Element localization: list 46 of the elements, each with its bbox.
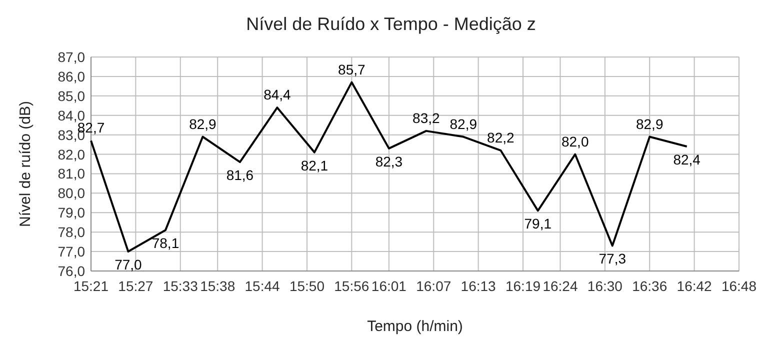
text: 84,4: [264, 86, 291, 103]
text: 78,1: [152, 235, 180, 252]
x-tick-label: 16:13: [460, 278, 496, 294]
x-tick-label: 15:21: [73, 278, 109, 294]
y-tick-label: 87,0: [58, 49, 86, 65]
y-axis-title: Nível de ruído (dB): [17, 101, 34, 227]
y-tick-label: 79,0: [58, 204, 86, 221]
text: 83,2: [412, 110, 440, 126]
text: 81,6: [226, 167, 254, 184]
x-tick-label: 16:24: [542, 278, 578, 294]
x-tick-label: 16:36: [632, 278, 668, 294]
x-axis-title: Tempo (h/min): [367, 318, 463, 335]
y-tick-label: 84,0: [58, 107, 86, 124]
text: 79,1: [524, 216, 552, 232]
y-tick-label: 80,0: [58, 185, 86, 202]
y-tick-label: 76,0: [58, 263, 86, 279]
y-tick-label: 78,0: [58, 224, 86, 240]
x-tick-label: 15:44: [244, 278, 280, 294]
y-tick-label: 85,0: [58, 88, 86, 104]
text: 82,9: [636, 116, 664, 132]
y-tick-label: 81,0: [58, 166, 86, 182]
x-tick-label: 16:19: [505, 278, 541, 294]
x-tick-label: 15:33: [162, 278, 198, 294]
text: 82,1: [300, 157, 328, 174]
text: 82,9: [189, 116, 216, 132]
text: 77,0: [114, 256, 142, 273]
y-tick-label: 77,0: [58, 244, 86, 260]
x-tick-label: 15:56: [334, 278, 370, 294]
x-tick-label: 16:01: [371, 278, 407, 294]
y-tick-label: 82,0: [58, 146, 86, 162]
text: 82,3: [375, 153, 403, 170]
y-tick-label: 86,0: [58, 68, 86, 84]
text: 82,4: [673, 151, 700, 168]
x-tick-label: 16:30: [587, 278, 623, 294]
x-tick-label: 16:48: [721, 278, 757, 294]
x-tick-label: 15:27: [118, 278, 154, 294]
x-tick-label: 16:42: [676, 278, 712, 294]
x-tick-label: 15:38: [200, 278, 236, 294]
text: 82,2: [487, 129, 514, 146]
text: 85,7: [338, 61, 366, 78]
chart-title: Nível de Ruído x Tempo - Medição z: [246, 14, 536, 34]
x-tick-label: 16:07: [416, 278, 452, 294]
x-tick-label: 15:50: [289, 278, 325, 294]
text: 82,0: [562, 133, 589, 150]
text: 82,9: [450, 116, 478, 132]
text: 77,3: [598, 250, 626, 267]
